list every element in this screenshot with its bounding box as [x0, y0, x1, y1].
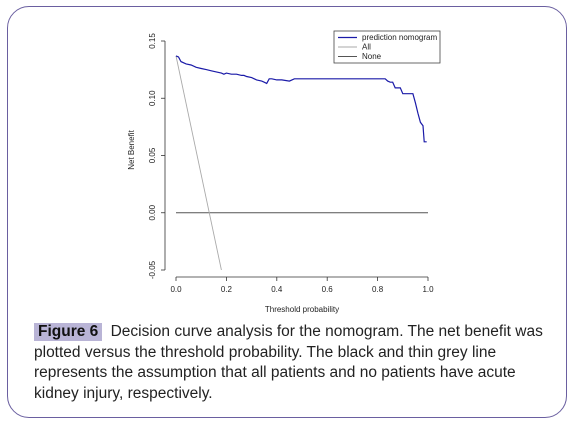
caption-text: Decision curve analysis for the nomogram… [34, 323, 543, 402]
x-tick-label: 0.8 [372, 285, 384, 294]
figure-frame [7, 6, 567, 418]
figure-caption: Figure 6 Decision curve analysis for the… [34, 322, 554, 404]
x-tick-label: 0.4 [271, 285, 283, 294]
y-tick-label: 0.05 [148, 147, 157, 163]
legend-label-none: None [362, 52, 382, 61]
series-line-all [175, 55, 222, 270]
x-axis-label: Threshold probability [265, 305, 339, 314]
series-line-prediction-nomogram [175, 55, 427, 143]
x-tick-label: 0.6 [322, 285, 334, 294]
x-tick-label: 1.0 [422, 285, 434, 294]
y-tick-label: 0.10 [148, 90, 157, 106]
y-tick-label: 0.00 [148, 204, 157, 220]
y-tick-label: -0.05 [148, 260, 157, 279]
y-tick-label: 0.15 [148, 33, 157, 49]
legend: prediction nomogram All None [333, 30, 441, 64]
x-tick-label: 0.2 [221, 285, 233, 294]
legend-label-prediction-nomogram: prediction nomogram [362, 33, 437, 42]
legend-label-all: All [362, 43, 371, 52]
y-axis-label: Net Benefit [127, 129, 136, 169]
figure-label: Figure 6 [34, 323, 103, 341]
x-tick-label: 0.0 [170, 285, 182, 294]
